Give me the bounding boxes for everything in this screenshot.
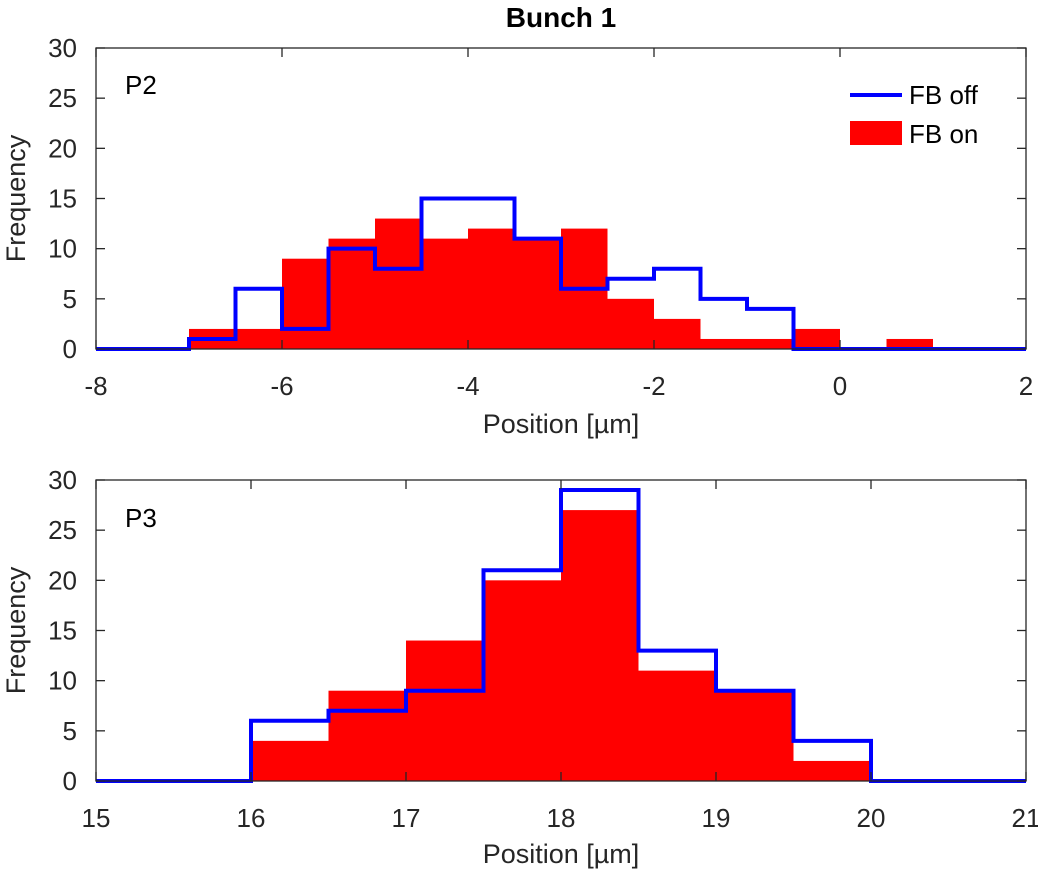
y-tick-label: 30: [48, 33, 77, 63]
x-tick-label: -2: [642, 371, 665, 401]
fb-on-bar: [328, 690, 406, 781]
legend-fb-off-label: FB off: [909, 80, 979, 110]
x-tick-label: 2: [1019, 371, 1033, 401]
legend: FB off FB on: [850, 80, 979, 149]
fb-on-bar: [747, 338, 794, 349]
x-tick-label: 17: [392, 803, 421, 833]
x-axis-label: Position [µm]: [483, 409, 640, 439]
fb-on-bar: [793, 328, 840, 349]
fb-off-stair-line: [96, 196, 1026, 351]
x-tick-label: -4: [456, 371, 479, 401]
x-tick-label: 18: [547, 803, 576, 833]
y-axis-label: Frequency: [1, 566, 31, 694]
fb-on-bar: [561, 510, 639, 781]
fb-on-bar: [375, 218, 422, 349]
fb-on-bar: [251, 740, 329, 781]
tick-marks: [95, 47, 1027, 350]
fb-on-bar: [235, 328, 282, 349]
tick-marks: [95, 479, 1027, 782]
y-tick-label: 25: [48, 515, 77, 545]
x-tick-label: 19: [702, 803, 731, 833]
y-tick-label: 20: [48, 133, 77, 163]
fb-on-bar: [282, 258, 329, 349]
fb-on-bar: [328, 238, 375, 349]
fb-on-bar: [716, 690, 794, 781]
figure-title: Bunch 1: [506, 2, 616, 33]
y-tick-label: 15: [48, 184, 77, 214]
y-tick-label: 0: [63, 334, 77, 364]
x-tick-label: 16: [237, 803, 266, 833]
fb-on-bar: [514, 238, 561, 349]
x-tick-label: -8: [84, 371, 107, 401]
fb-on-bar: [406, 640, 484, 781]
x-tick-labels: -8 -6 -4 -2 0 2: [84, 371, 1033, 401]
fb-on-bar: [793, 760, 871, 781]
fb-on-bars: [251, 510, 871, 781]
fb-on-bar: [483, 580, 561, 781]
y-tick-label: 20: [48, 565, 77, 595]
legend-fb-on-swatch: [850, 121, 902, 145]
fb-on-bar: [421, 238, 468, 349]
fb-on-bar: [886, 338, 933, 349]
y-tick-label: 10: [48, 234, 77, 264]
fb-on-bar: [607, 298, 654, 349]
y-tick-label: 5: [63, 716, 77, 746]
fb-on-bar: [700, 338, 747, 349]
y-tick-label: 0: [63, 766, 77, 796]
x-axis-label: Position [µm]: [483, 839, 640, 869]
legend-fb-on-label: FB on: [909, 119, 978, 149]
panel-label: P3: [125, 503, 157, 533]
y-axis-label: Frequency: [1, 134, 31, 262]
x-tick-label: 0: [833, 371, 847, 401]
y-tick-labels: 0 5 10 15 20 25 30: [48, 465, 77, 796]
fb-on-bar: [638, 670, 716, 781]
histogram-panel-p3: 15 16 17 18 19 20 21 0 5 10 15 20 25 30 Position [µm…: [1, 465, 1038, 869]
fb-on-bar: [654, 318, 701, 349]
x-tick-label: 20: [857, 803, 886, 833]
x-tick-labels: 15 16 17 18 19 20 21: [82, 803, 1038, 833]
panel-label: P2: [125, 70, 157, 100]
x-tick-label: -6: [270, 371, 293, 401]
y-tick-label: 30: [48, 465, 77, 495]
histogram-panel-p2: -8 -6 -4 -2 0 2 0 5 10 15 20 25 30 Position [µm] Fr…: [1, 33, 1033, 439]
fb-on-bar: [468, 228, 515, 349]
y-tick-label: 10: [48, 666, 77, 696]
x-tick-label: 15: [82, 803, 111, 833]
y-tick-label: 25: [48, 83, 77, 113]
y-tick-label: 5: [63, 284, 77, 314]
x-tick-label: 21: [1012, 803, 1038, 833]
fb-off-stair-line: [96, 488, 1026, 783]
y-tick-labels: 0 5 10 15 20 25 30: [48, 33, 77, 364]
y-tick-label: 15: [48, 616, 77, 646]
